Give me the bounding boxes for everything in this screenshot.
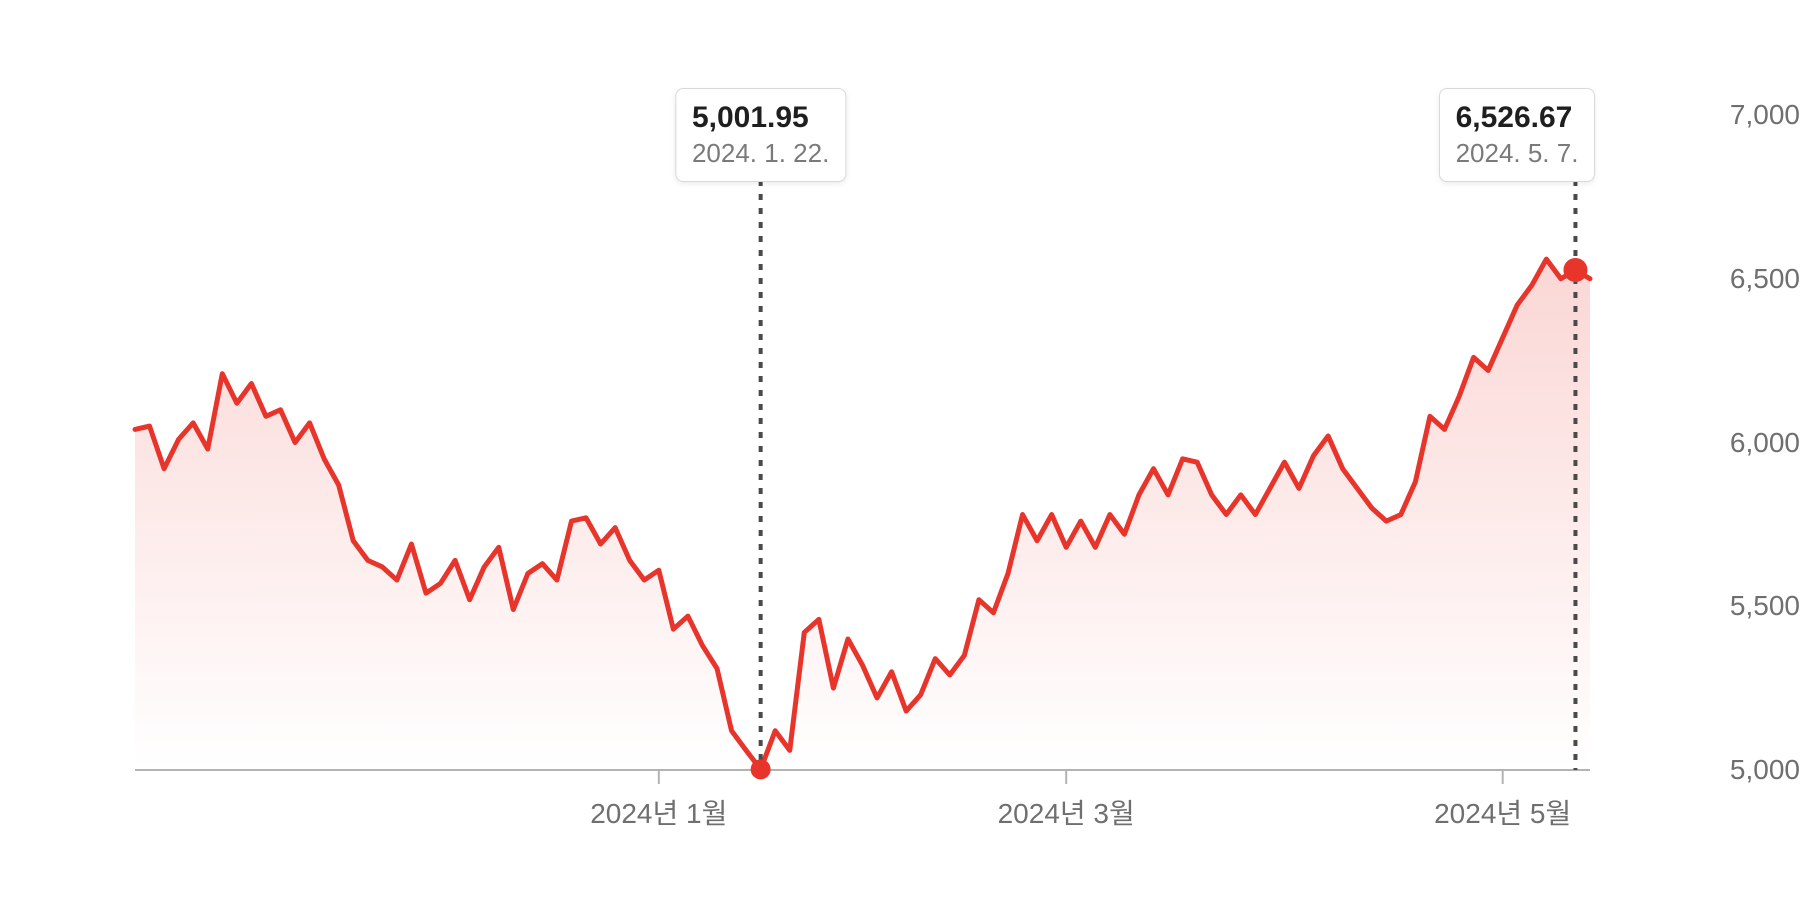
x-tick-label: 2024년 1월: [590, 792, 727, 832]
area-fill: [135, 259, 1590, 770]
y-tick-label: 5,000: [1695, 754, 1800, 786]
x-tick-label: 2024년 3월: [998, 792, 1135, 832]
marker-dot: [1563, 258, 1587, 282]
y-tick-label: 7,000: [1695, 99, 1800, 131]
tooltip-high-value: 6,526.67: [1456, 99, 1579, 137]
price-chart[interactable]: 5,000 5,500 6,000 6,500 7,000 2024년 1월 2024년 …: [0, 0, 1800, 900]
tooltip-high: 6,526.67 2024. 5. 7.: [1439, 88, 1596, 182]
x-tick-label: 2024년 5월: [1434, 792, 1571, 832]
tooltip-low-date: 2024. 1. 22.: [692, 137, 829, 170]
tooltip-low: 5,001.95 2024. 1. 22.: [675, 88, 846, 182]
marker-dot: [751, 759, 771, 779]
y-tick-label: 6,000: [1695, 427, 1800, 459]
tooltip-low-value: 5,001.95: [692, 99, 829, 137]
tooltip-high-date: 2024. 5. 7.: [1456, 137, 1579, 170]
y-tick-label: 5,500: [1695, 590, 1800, 622]
y-tick-label: 6,500: [1695, 263, 1800, 295]
